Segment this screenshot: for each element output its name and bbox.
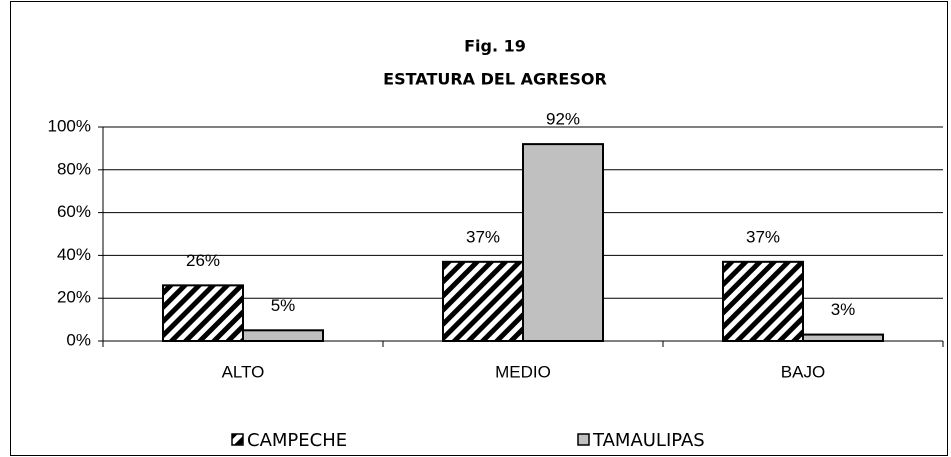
bar bbox=[802, 333, 884, 342]
x-tick-label: MEDIO bbox=[495, 362, 551, 381]
data-label: 26% bbox=[186, 251, 220, 270]
legend-label: TAMAULIPAS bbox=[592, 430, 705, 451]
data-label: 92% bbox=[546, 110, 580, 129]
data-label: 37% bbox=[466, 227, 500, 246]
legend-label: CAMPECHE bbox=[247, 430, 347, 451]
y-tick-label: 0% bbox=[66, 330, 91, 349]
bar bbox=[162, 284, 244, 342]
chart-subtitle: ESTATURA DEL AGRESOR bbox=[383, 70, 607, 89]
legend-swatch bbox=[231, 433, 244, 446]
y-tick-label: 60% bbox=[57, 202, 91, 221]
bar bbox=[522, 143, 604, 342]
data-label: 37% bbox=[746, 227, 780, 246]
data-label: 5% bbox=[271, 296, 296, 315]
y-tick-label: 80% bbox=[57, 159, 91, 178]
x-tick-label: BAJO bbox=[781, 362, 825, 381]
bar bbox=[442, 260, 524, 343]
chart-title: Fig. 19 bbox=[464, 37, 526, 56]
bar bbox=[242, 329, 324, 342]
x-tick-label: ALTO bbox=[222, 362, 265, 381]
y-tick-label: 20% bbox=[57, 288, 91, 307]
data-label: 3% bbox=[831, 300, 856, 319]
y-tick-label: 40% bbox=[57, 245, 91, 264]
legend-swatch bbox=[577, 433, 590, 446]
chart-border bbox=[10, 1, 948, 456]
y-tick-label: 100% bbox=[48, 116, 91, 135]
bar bbox=[722, 260, 804, 343]
